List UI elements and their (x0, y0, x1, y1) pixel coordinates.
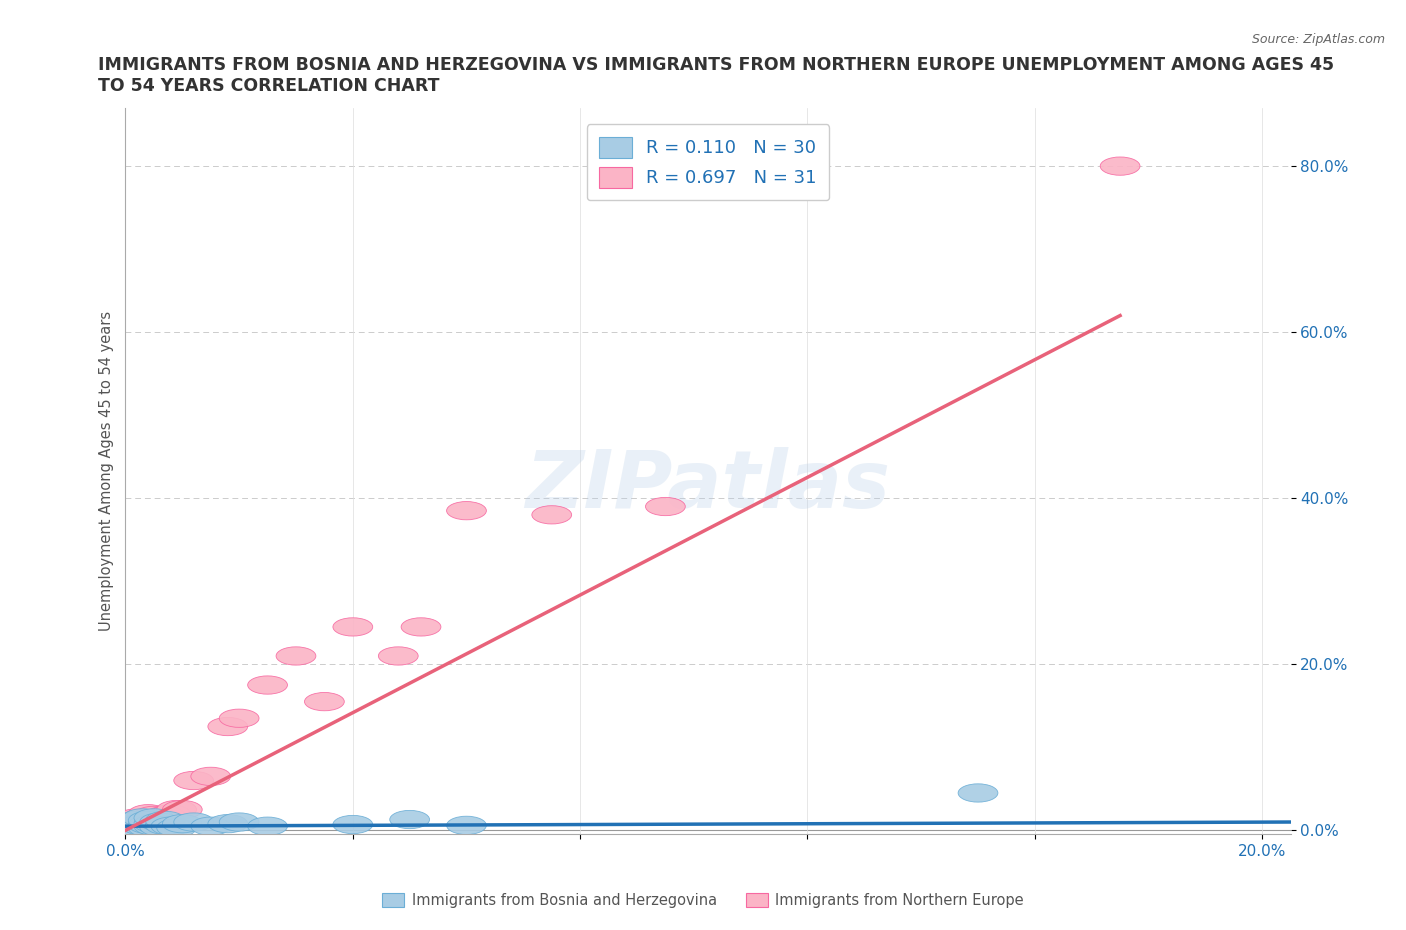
Ellipse shape (208, 815, 247, 833)
Ellipse shape (111, 813, 150, 831)
Ellipse shape (447, 501, 486, 520)
Ellipse shape (128, 816, 169, 833)
Ellipse shape (134, 817, 174, 835)
Text: Source: ZipAtlas.com: Source: ZipAtlas.com (1251, 33, 1385, 46)
Ellipse shape (247, 817, 287, 835)
Y-axis label: Unemployment Among Ages 45 to 54 years: Unemployment Among Ages 45 to 54 years (100, 312, 114, 631)
Ellipse shape (219, 813, 259, 831)
Ellipse shape (191, 817, 231, 835)
Ellipse shape (117, 809, 156, 827)
Ellipse shape (219, 709, 259, 727)
Ellipse shape (111, 818, 150, 837)
Legend: R = 0.110   N = 30, R = 0.697   N = 31: R = 0.110 N = 30, R = 0.697 N = 31 (586, 125, 830, 200)
Ellipse shape (163, 801, 202, 818)
Ellipse shape (128, 818, 169, 837)
Ellipse shape (531, 506, 572, 524)
Ellipse shape (134, 806, 174, 825)
Ellipse shape (305, 693, 344, 711)
Ellipse shape (122, 814, 163, 832)
Ellipse shape (191, 767, 231, 786)
Ellipse shape (174, 813, 214, 831)
Ellipse shape (156, 801, 197, 818)
Ellipse shape (128, 811, 169, 830)
Ellipse shape (957, 784, 998, 802)
Ellipse shape (145, 817, 186, 834)
Ellipse shape (111, 817, 150, 835)
Ellipse shape (378, 647, 418, 665)
Ellipse shape (389, 810, 430, 829)
Ellipse shape (150, 817, 191, 835)
Ellipse shape (122, 815, 163, 833)
Ellipse shape (174, 771, 214, 790)
Ellipse shape (111, 813, 150, 831)
Ellipse shape (139, 817, 180, 836)
Ellipse shape (447, 817, 486, 834)
Ellipse shape (1101, 157, 1140, 175)
Ellipse shape (333, 618, 373, 636)
Ellipse shape (134, 815, 174, 833)
Ellipse shape (117, 818, 156, 837)
Ellipse shape (401, 618, 441, 636)
Ellipse shape (145, 813, 186, 831)
Ellipse shape (145, 811, 186, 830)
Ellipse shape (645, 498, 685, 515)
Ellipse shape (117, 811, 156, 830)
Ellipse shape (122, 817, 163, 835)
Ellipse shape (122, 809, 163, 827)
Ellipse shape (117, 817, 156, 835)
Text: IMMIGRANTS FROM BOSNIA AND HERZEGOVINA VS IMMIGRANTS FROM NORTHERN EUROPE UNEMPL: IMMIGRANTS FROM BOSNIA AND HERZEGOVINA V… (98, 56, 1334, 95)
Text: ZIPatlas: ZIPatlas (526, 446, 890, 525)
Ellipse shape (134, 809, 174, 827)
Ellipse shape (139, 813, 180, 831)
Legend: Immigrants from Bosnia and Herzegovina, Immigrants from Northern Europe: Immigrants from Bosnia and Herzegovina, … (377, 886, 1029, 913)
Ellipse shape (163, 815, 202, 833)
Ellipse shape (145, 806, 186, 825)
Ellipse shape (134, 815, 174, 833)
Ellipse shape (128, 804, 169, 823)
Ellipse shape (333, 816, 373, 833)
Ellipse shape (139, 809, 180, 827)
Ellipse shape (247, 676, 287, 694)
Ellipse shape (276, 647, 316, 665)
Ellipse shape (117, 815, 156, 833)
Ellipse shape (208, 717, 247, 736)
Ellipse shape (156, 818, 197, 837)
Ellipse shape (122, 809, 163, 827)
Ellipse shape (128, 811, 169, 830)
Ellipse shape (139, 813, 180, 831)
Ellipse shape (150, 804, 191, 823)
